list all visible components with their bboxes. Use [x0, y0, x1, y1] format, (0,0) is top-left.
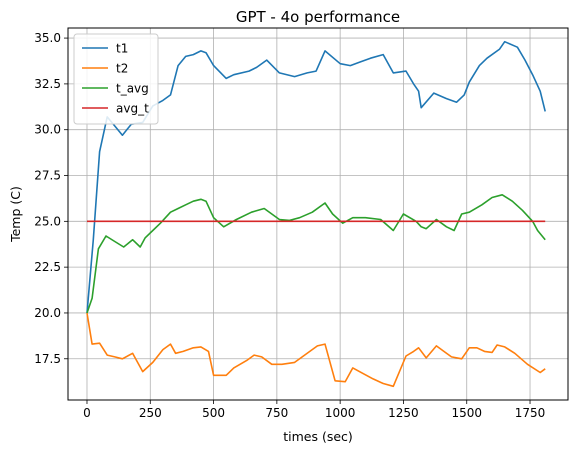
legend-label-avg_t: avg_t — [116, 102, 149, 116]
x-tick-label: 0 — [83, 406, 91, 420]
legend-label-t2: t2 — [116, 62, 128, 76]
plot-frame — [67, 27, 569, 401]
x-tick-label: 1500 — [451, 406, 482, 420]
legend-label-t_avg: t_avg — [116, 82, 149, 96]
series-line-t2 — [86, 312, 546, 388]
y-tick-label: 17.5 — [34, 352, 61, 366]
axis-ticks: 0 250 500 750 1000 1250 1500 1750 17.5 20.0 22.5 25… — [34, 31, 545, 420]
grid — [68, 28, 568, 400]
x-tick-label: 750 — [265, 406, 288, 420]
legend-box — [73, 33, 159, 125]
x-tick-label: 250 — [139, 406, 162, 420]
series-group — [86, 40, 546, 388]
series-line-t_avg — [86, 194, 546, 314]
y-tick-label: 32.5 — [34, 77, 61, 91]
x-tick-label: 1000 — [325, 406, 356, 420]
x-tick-label: 500 — [202, 406, 225, 420]
y-tick-label: 22.5 — [34, 260, 61, 274]
y-tick-label: 20.0 — [34, 306, 61, 320]
y-tick-label: 27.5 — [34, 169, 61, 183]
y-tick-label: 25.0 — [34, 214, 61, 228]
x-axis-label: times (sec) — [283, 429, 353, 444]
y-tick-label: 35.0 — [34, 31, 61, 45]
legend-label-t1: t1 — [116, 42, 128, 56]
chart-title: GPT - 4o performance — [236, 8, 400, 26]
y-tick-label: 30.0 — [34, 123, 61, 137]
y-axis-label: Temp (C) — [8, 186, 23, 243]
legend: t1 t2 t_avg avg_t — [73, 33, 159, 125]
x-tick-label: 1750 — [515, 406, 546, 420]
x-tick-label: 1250 — [388, 406, 419, 420]
